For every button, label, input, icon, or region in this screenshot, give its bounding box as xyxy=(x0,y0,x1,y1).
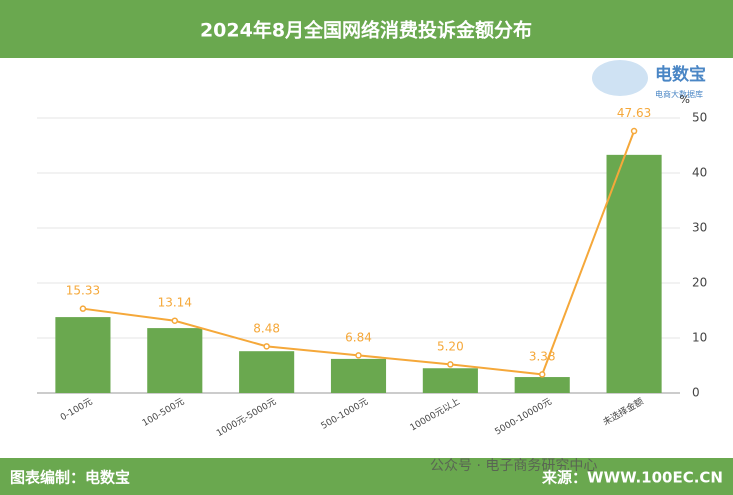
logo-cloud xyxy=(592,60,648,96)
y-tick-label: 20 xyxy=(692,276,707,290)
data-label: 47.63 xyxy=(617,106,651,120)
footer-right: 来源：WWW.100EC.CN xyxy=(541,469,723,487)
bar xyxy=(147,328,203,393)
logo-name: 电数宝 xyxy=(655,64,706,85)
header-band xyxy=(0,0,733,58)
footer-band xyxy=(0,458,733,495)
data-label: 8.48 xyxy=(253,321,280,335)
data-label: 5.20 xyxy=(437,339,464,353)
x-tick-label: 10000元以上 xyxy=(408,396,462,433)
watermark: 公众号 · 电子商务研究中心 xyxy=(430,458,597,474)
x-tick-label: 100-500元 xyxy=(141,397,186,429)
x-tick-label: 0-100元 xyxy=(59,397,94,423)
x-tick-label: 未选择金额 xyxy=(601,395,646,428)
title: 2024年8月全国网络消费投诉金额分布 xyxy=(200,19,532,42)
line-point xyxy=(263,343,270,350)
footer-left: 图表编制：电数宝 xyxy=(10,469,130,487)
line-point xyxy=(79,305,87,312)
unit-label: % xyxy=(680,93,690,106)
data-label: 13.14 xyxy=(158,296,192,310)
bar xyxy=(239,351,295,393)
y-tick-label: 50 xyxy=(692,111,707,125)
bar xyxy=(606,154,662,393)
y-tick-label: 10 xyxy=(692,331,707,345)
data-label: 3.38 xyxy=(529,349,556,363)
y-tick-label: 0 xyxy=(692,386,700,400)
bar xyxy=(55,317,111,393)
data-label: 6.84 xyxy=(345,330,372,344)
y-tick-label: 40 xyxy=(692,166,707,180)
x-tick-label: 5000-10000元 xyxy=(493,397,553,438)
logo-tagline: 电商大数据库 xyxy=(655,89,703,99)
bar xyxy=(330,358,387,393)
y-tick-label: 30 xyxy=(692,221,707,235)
bar xyxy=(422,368,478,393)
line-point xyxy=(447,361,454,368)
line-point xyxy=(630,127,638,135)
line-point xyxy=(355,352,362,359)
x-tick-label: 500-1000元 xyxy=(320,397,370,432)
bar xyxy=(514,377,570,393)
x-tick-label: 1000元-5000元 xyxy=(215,397,278,439)
line-point xyxy=(538,371,546,378)
data-label: 15.33 xyxy=(66,284,100,298)
line-point xyxy=(171,317,179,324)
